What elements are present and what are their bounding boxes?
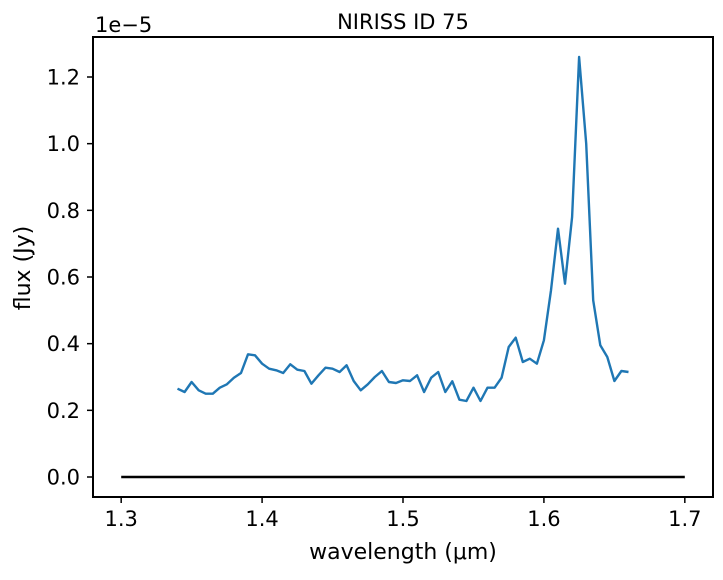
y-tick-label: 0.2 xyxy=(47,399,80,423)
y-tick-label: 0.4 xyxy=(47,332,80,356)
x-tick-label: 1.6 xyxy=(527,507,560,531)
spectrum-line xyxy=(176,55,629,403)
y-axis-ticks: 0.0 0.2 0.4 0.6 0.8 1.0 1.2 xyxy=(47,66,93,490)
y-tick-label: 0.8 xyxy=(47,199,80,223)
x-tick-label: 1.4 xyxy=(245,507,278,531)
series-layer xyxy=(121,55,685,479)
y-tick-label: 1.2 xyxy=(47,66,80,90)
y-axis-label: flux (Jy) xyxy=(11,226,36,311)
x-tick-label: 1.5 xyxy=(386,507,419,531)
y-tick-label: 0.0 xyxy=(47,466,80,490)
y-tick-label: 0.6 xyxy=(47,266,80,290)
x-axis-ticks: 1.3 1.4 1.5 1.6 1.7 xyxy=(104,497,702,531)
x-axis-label: wavelength (μm) xyxy=(309,540,497,565)
y-tick-label: 1.0 xyxy=(47,132,80,156)
y-axis-offset-label: 1e−5 xyxy=(95,13,152,37)
x-tick-label: 1.7 xyxy=(668,507,701,531)
chart-title: NIRISS ID 75 xyxy=(337,10,469,34)
x-tick-label: 1.3 xyxy=(104,507,137,531)
